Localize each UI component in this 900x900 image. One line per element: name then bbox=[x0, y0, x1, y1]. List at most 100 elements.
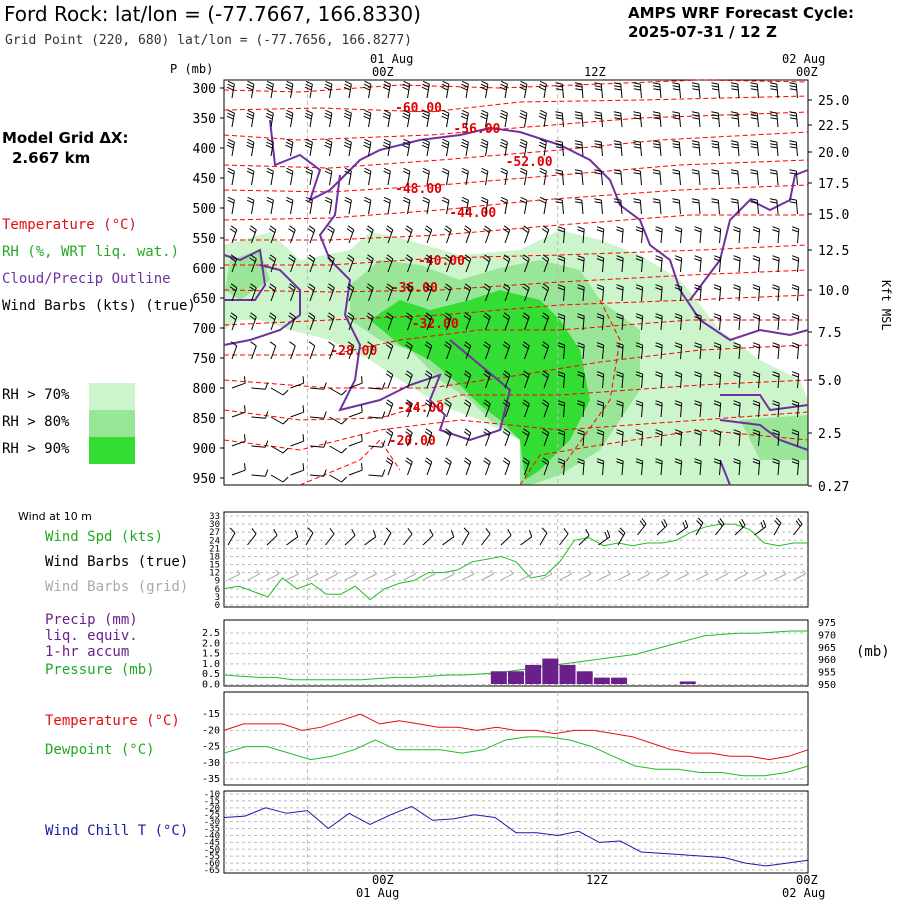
wind-barb bbox=[596, 226, 605, 244]
top-axis-right-day: 02 Aug bbox=[782, 52, 825, 66]
wind-barb bbox=[227, 196, 235, 215]
wind-barb bbox=[483, 254, 491, 273]
chill-tick-label: -55 bbox=[204, 852, 220, 862]
wind-barb bbox=[270, 445, 289, 454]
wind-barb bbox=[363, 196, 372, 215]
wind-barb bbox=[327, 312, 335, 331]
wind-barb bbox=[324, 138, 333, 157]
chill-tick-label: -65 bbox=[204, 866, 220, 876]
wind-barb bbox=[772, 371, 780, 389]
wind-barb bbox=[711, 111, 720, 128]
wind-barb bbox=[752, 342, 761, 360]
wind-barb bbox=[789, 140, 798, 157]
wind-barb bbox=[616, 284, 624, 302]
wind-barb bbox=[366, 254, 374, 273]
wind-barb bbox=[499, 109, 508, 128]
wind-barb bbox=[480, 80, 489, 99]
temperature-contour bbox=[224, 319, 808, 356]
wind-barb bbox=[555, 198, 564, 215]
wind-barb-grid bbox=[695, 569, 709, 581]
wind-barb-true bbox=[676, 520, 689, 536]
wind-barb bbox=[231, 463, 246, 476]
chill-tick-label: -30 bbox=[204, 818, 220, 828]
wind-barb bbox=[270, 474, 289, 483]
wind-barb-grid bbox=[344, 569, 358, 581]
wind-barb bbox=[555, 111, 564, 128]
wind-barb-grid bbox=[247, 569, 260, 581]
wind-barb bbox=[268, 312, 277, 331]
temperature-contour bbox=[223, 111, 809, 141]
pressure-tick-label: 800 bbox=[193, 382, 216, 397]
wind-barb bbox=[522, 399, 530, 418]
height-tick-label: 25.0 bbox=[818, 94, 849, 109]
wind-barb-grid bbox=[598, 569, 611, 581]
wind-barb bbox=[285, 80, 294, 99]
wind-barb bbox=[574, 111, 584, 128]
wind-barb bbox=[502, 457, 511, 476]
bottom-axis-right-hour: 00Z bbox=[796, 873, 818, 887]
label-wind-speed: Wind Spd (kts) bbox=[45, 529, 164, 545]
bottom-axis-left-hour: 00Z bbox=[372, 873, 394, 887]
wind-barb-grid bbox=[715, 569, 728, 581]
wind-barb bbox=[674, 342, 683, 360]
wind-barb bbox=[444, 283, 452, 302]
wind-barb bbox=[613, 140, 623, 157]
temp-tick-label: -25 bbox=[202, 742, 220, 753]
wind-barb bbox=[444, 399, 452, 418]
wind-barb-grid bbox=[637, 569, 650, 581]
wind-barb bbox=[402, 80, 411, 99]
wind-barb bbox=[502, 370, 511, 389]
wind-barb bbox=[424, 341, 433, 360]
temperature-line bbox=[223, 713, 809, 761]
wind-barb bbox=[633, 198, 642, 215]
pressure-tick-label: 300 bbox=[193, 82, 216, 97]
wind-barb bbox=[672, 169, 681, 186]
wind-barb bbox=[327, 254, 335, 273]
wind-barb bbox=[288, 225, 296, 244]
temp-plot-frame bbox=[223, 691, 809, 786]
wind-barb bbox=[522, 428, 530, 447]
pressure-tick-label: 950 bbox=[193, 472, 216, 487]
wind-barb bbox=[368, 382, 386, 390]
wind-barb bbox=[616, 400, 624, 418]
wind-barb bbox=[324, 109, 333, 128]
wind-barb bbox=[616, 342, 624, 360]
wind-tick-label: 30 bbox=[209, 520, 220, 530]
wind-barb bbox=[460, 109, 469, 128]
wind-barb bbox=[290, 376, 305, 389]
wind-barb bbox=[633, 82, 642, 99]
legend-rh: RH (%, WRT liq. wat.) bbox=[2, 244, 180, 260]
wind-barb bbox=[304, 109, 313, 128]
wind-barb bbox=[307, 312, 316, 331]
wind-barb bbox=[422, 167, 430, 186]
top-axis-mid-hour: 12Z bbox=[584, 65, 606, 79]
wind-barb bbox=[441, 109, 450, 128]
legend-wind-barbs: Wind Barbs (kts) (true) bbox=[2, 298, 196, 314]
pressure-tick-label: 750 bbox=[193, 352, 216, 367]
wind-barb bbox=[249, 254, 257, 273]
wind-barb bbox=[750, 198, 759, 215]
wind-barb bbox=[541, 428, 550, 447]
wind-barb bbox=[772, 342, 780, 360]
wind-barb bbox=[655, 342, 663, 360]
wind-barb bbox=[752, 226, 761, 244]
wind-barb-true bbox=[403, 528, 413, 546]
wind-barb bbox=[229, 312, 238, 331]
wind-barb bbox=[363, 109, 372, 128]
page-title: Ford Rock: lat/lon = (-77.7667, 166.8330… bbox=[4, 2, 421, 26]
label-liq-equiv: liq. equiv. bbox=[45, 628, 138, 644]
wind-barb bbox=[596, 400, 605, 418]
wind-barb bbox=[324, 167, 333, 186]
wind-barb-grid bbox=[364, 569, 377, 581]
wind-barb bbox=[616, 313, 624, 331]
wind-barb bbox=[769, 111, 779, 128]
wind-barb-true bbox=[247, 528, 257, 546]
wind-barb bbox=[327, 225, 335, 244]
wind-barb-true bbox=[422, 528, 434, 546]
wind-barb bbox=[672, 111, 681, 128]
wind-barb bbox=[441, 138, 450, 157]
wind-barb bbox=[251, 469, 269, 477]
wind-chill-panel: -10-15-20-25-30-35-40-45-50-55-60-65 bbox=[204, 790, 809, 876]
wind-barb bbox=[307, 225, 316, 244]
